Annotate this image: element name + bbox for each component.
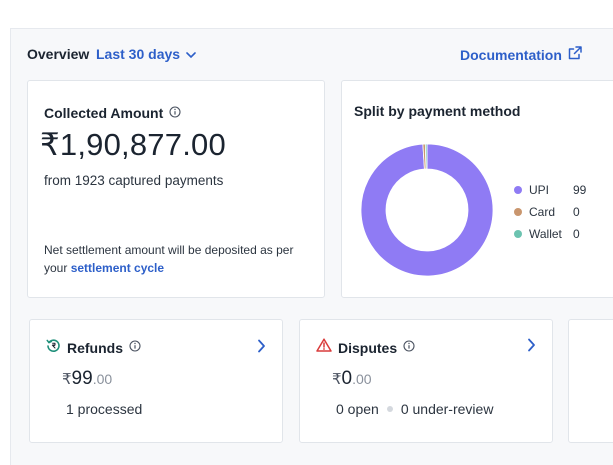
info-icon[interactable] xyxy=(129,339,141,357)
payment-split-legend: UPI 99 Card 0 Wallet 0 xyxy=(514,179,586,245)
chevron-right-icon[interactable] xyxy=(527,338,536,357)
info-icon[interactable] xyxy=(403,339,415,357)
collected-amount-value: ₹1,90,877.00 xyxy=(40,127,226,162)
legend-item-card: Card 0 xyxy=(514,201,586,223)
collected-amount-card: Collected Amount ₹1,90,877.00 from 1923 … xyxy=(27,80,325,298)
refunds-amount-decimal: .00 xyxy=(92,371,113,387)
legend-dot-card xyxy=(514,208,522,216)
refunds-card[interactable]: Refunds ₹99.00 1 processed xyxy=(29,319,283,443)
date-range-dropdown[interactable]: Last 30 days xyxy=(96,46,196,62)
disputes-open: 0 open xyxy=(336,401,379,417)
chevron-right-icon[interactable] xyxy=(257,339,266,358)
refunds-processed: 1 processed xyxy=(66,401,143,417)
info-icon[interactable] xyxy=(169,105,181,121)
separator-dot xyxy=(386,406,393,412)
donut-slice-upi xyxy=(360,143,494,277)
legend-item-wallet: Wallet 0 xyxy=(514,223,586,245)
disputes-card[interactable]: Disputes ₹0.00 0 open 0 under-review xyxy=(299,319,553,443)
legend-item-upi: UPI 99 xyxy=(514,179,586,201)
payment-split-card: Split by payment method UPI 99 Card 0 Wa… xyxy=(341,80,613,298)
refunds-amount: ₹99.00 xyxy=(62,368,112,390)
chevron-down-icon xyxy=(186,46,196,62)
refunds-currency: ₹ xyxy=(62,371,72,388)
disputes-under-review: 0 under-review xyxy=(400,401,494,417)
disputes-amount-decimal: .00 xyxy=(352,371,372,387)
legend-dot-wallet xyxy=(514,230,522,238)
payment-split-donut xyxy=(360,143,494,277)
disputes-amount: ₹0.00 xyxy=(332,368,372,390)
settlement-note: Net settlement amount will be deposited … xyxy=(44,241,314,277)
payment-split-title: Split by payment method xyxy=(354,103,521,119)
legend-label-card: Card xyxy=(529,205,556,219)
documentation-label: Documentation xyxy=(460,46,562,63)
legend-label-upi: UPI xyxy=(529,183,550,197)
disputes-title: Disputes xyxy=(338,339,398,356)
refunds-title: Refunds xyxy=(67,340,123,356)
warning-icon xyxy=(316,338,332,357)
legend-label-wallet: Wallet xyxy=(529,227,562,241)
documentation-link[interactable]: Documentation xyxy=(460,46,582,63)
legend-value-card: 0 xyxy=(573,205,580,219)
legend-value-upi: 99 xyxy=(573,183,587,197)
next-metric-card[interactable] xyxy=(568,319,613,443)
overview-title: Overview xyxy=(27,46,90,62)
overview-panel: Overview Last 30 days Documentation Coll… xyxy=(10,28,613,465)
settlement-note-text: Net settlement amount will be deposited … xyxy=(44,243,294,275)
donut-slice-wallet xyxy=(424,143,428,170)
legend-value-wallet: 0 xyxy=(573,227,580,241)
disputes-status: 0 open 0 under-review xyxy=(336,401,493,417)
legend-dot-upi xyxy=(514,186,522,194)
refund-icon xyxy=(46,338,61,358)
disputes-currency: ₹ xyxy=(332,371,342,388)
date-range-label: Last 30 days xyxy=(96,46,181,62)
disputes-amount-whole: 0 xyxy=(341,368,353,389)
collected-amount-title: Collected Amount xyxy=(44,105,164,121)
disputes-header: Disputes xyxy=(316,338,536,357)
settlement-cycle-link[interactable]: settlement cycle xyxy=(70,261,165,275)
external-link-icon xyxy=(568,46,582,63)
collected-amount-heading: Collected Amount xyxy=(44,105,181,121)
refunds-amount-whole: 99 xyxy=(71,368,93,389)
refunds-header: Refunds xyxy=(46,338,266,358)
captured-payments-text: from 1923 captured payments xyxy=(44,173,224,188)
